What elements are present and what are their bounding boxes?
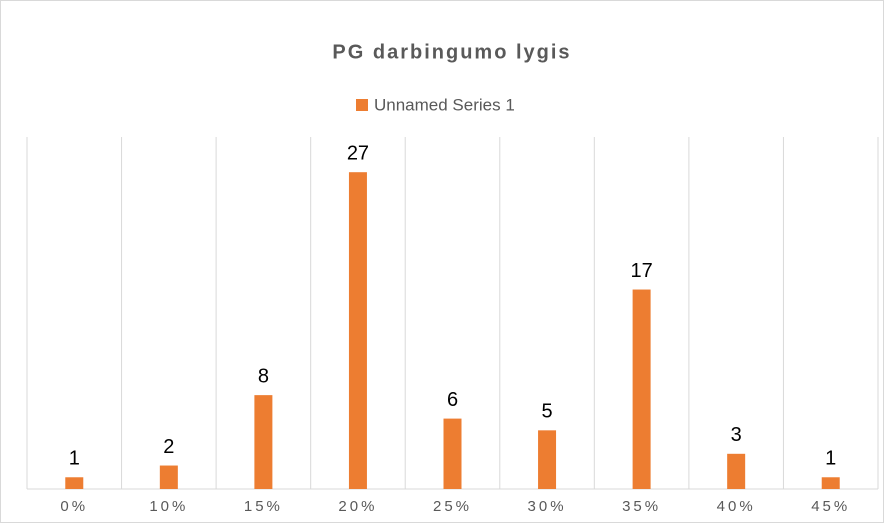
- bar: [632, 289, 651, 489]
- x-tick-label: 10%: [149, 498, 188, 515]
- data-label: 8: [258, 365, 269, 387]
- x-tick-label: 40%: [717, 498, 756, 515]
- x-tick-label: 30%: [528, 498, 567, 515]
- chart-title: PG darbingumo lygis: [332, 41, 571, 63]
- legend-swatch: [356, 99, 368, 111]
- x-tick-label: 15%: [244, 498, 283, 515]
- data-label: 17: [630, 260, 652, 282]
- data-label: 1: [69, 448, 80, 470]
- data-label: 5: [541, 401, 552, 423]
- bar: [65, 477, 84, 489]
- data-label: 27: [347, 142, 369, 164]
- bar: [443, 418, 462, 489]
- x-tick-label: 45%: [811, 498, 850, 515]
- x-tick-label: 0%: [60, 498, 88, 515]
- bar: [821, 477, 840, 489]
- bar: [254, 395, 273, 489]
- bar: [348, 172, 367, 489]
- bar: [159, 465, 178, 489]
- x-tick-label: 35%: [622, 498, 661, 515]
- data-label: 1: [825, 448, 836, 470]
- data-label: 3: [731, 424, 742, 446]
- data-label: 6: [447, 389, 458, 411]
- data-label: 2: [163, 436, 174, 458]
- x-tick-label: 25%: [433, 498, 472, 515]
- bar: [727, 453, 746, 489]
- x-tick-label: 20%: [338, 498, 377, 515]
- legend-label: Unnamed Series 1: [374, 95, 515, 114]
- bar: [538, 430, 557, 489]
